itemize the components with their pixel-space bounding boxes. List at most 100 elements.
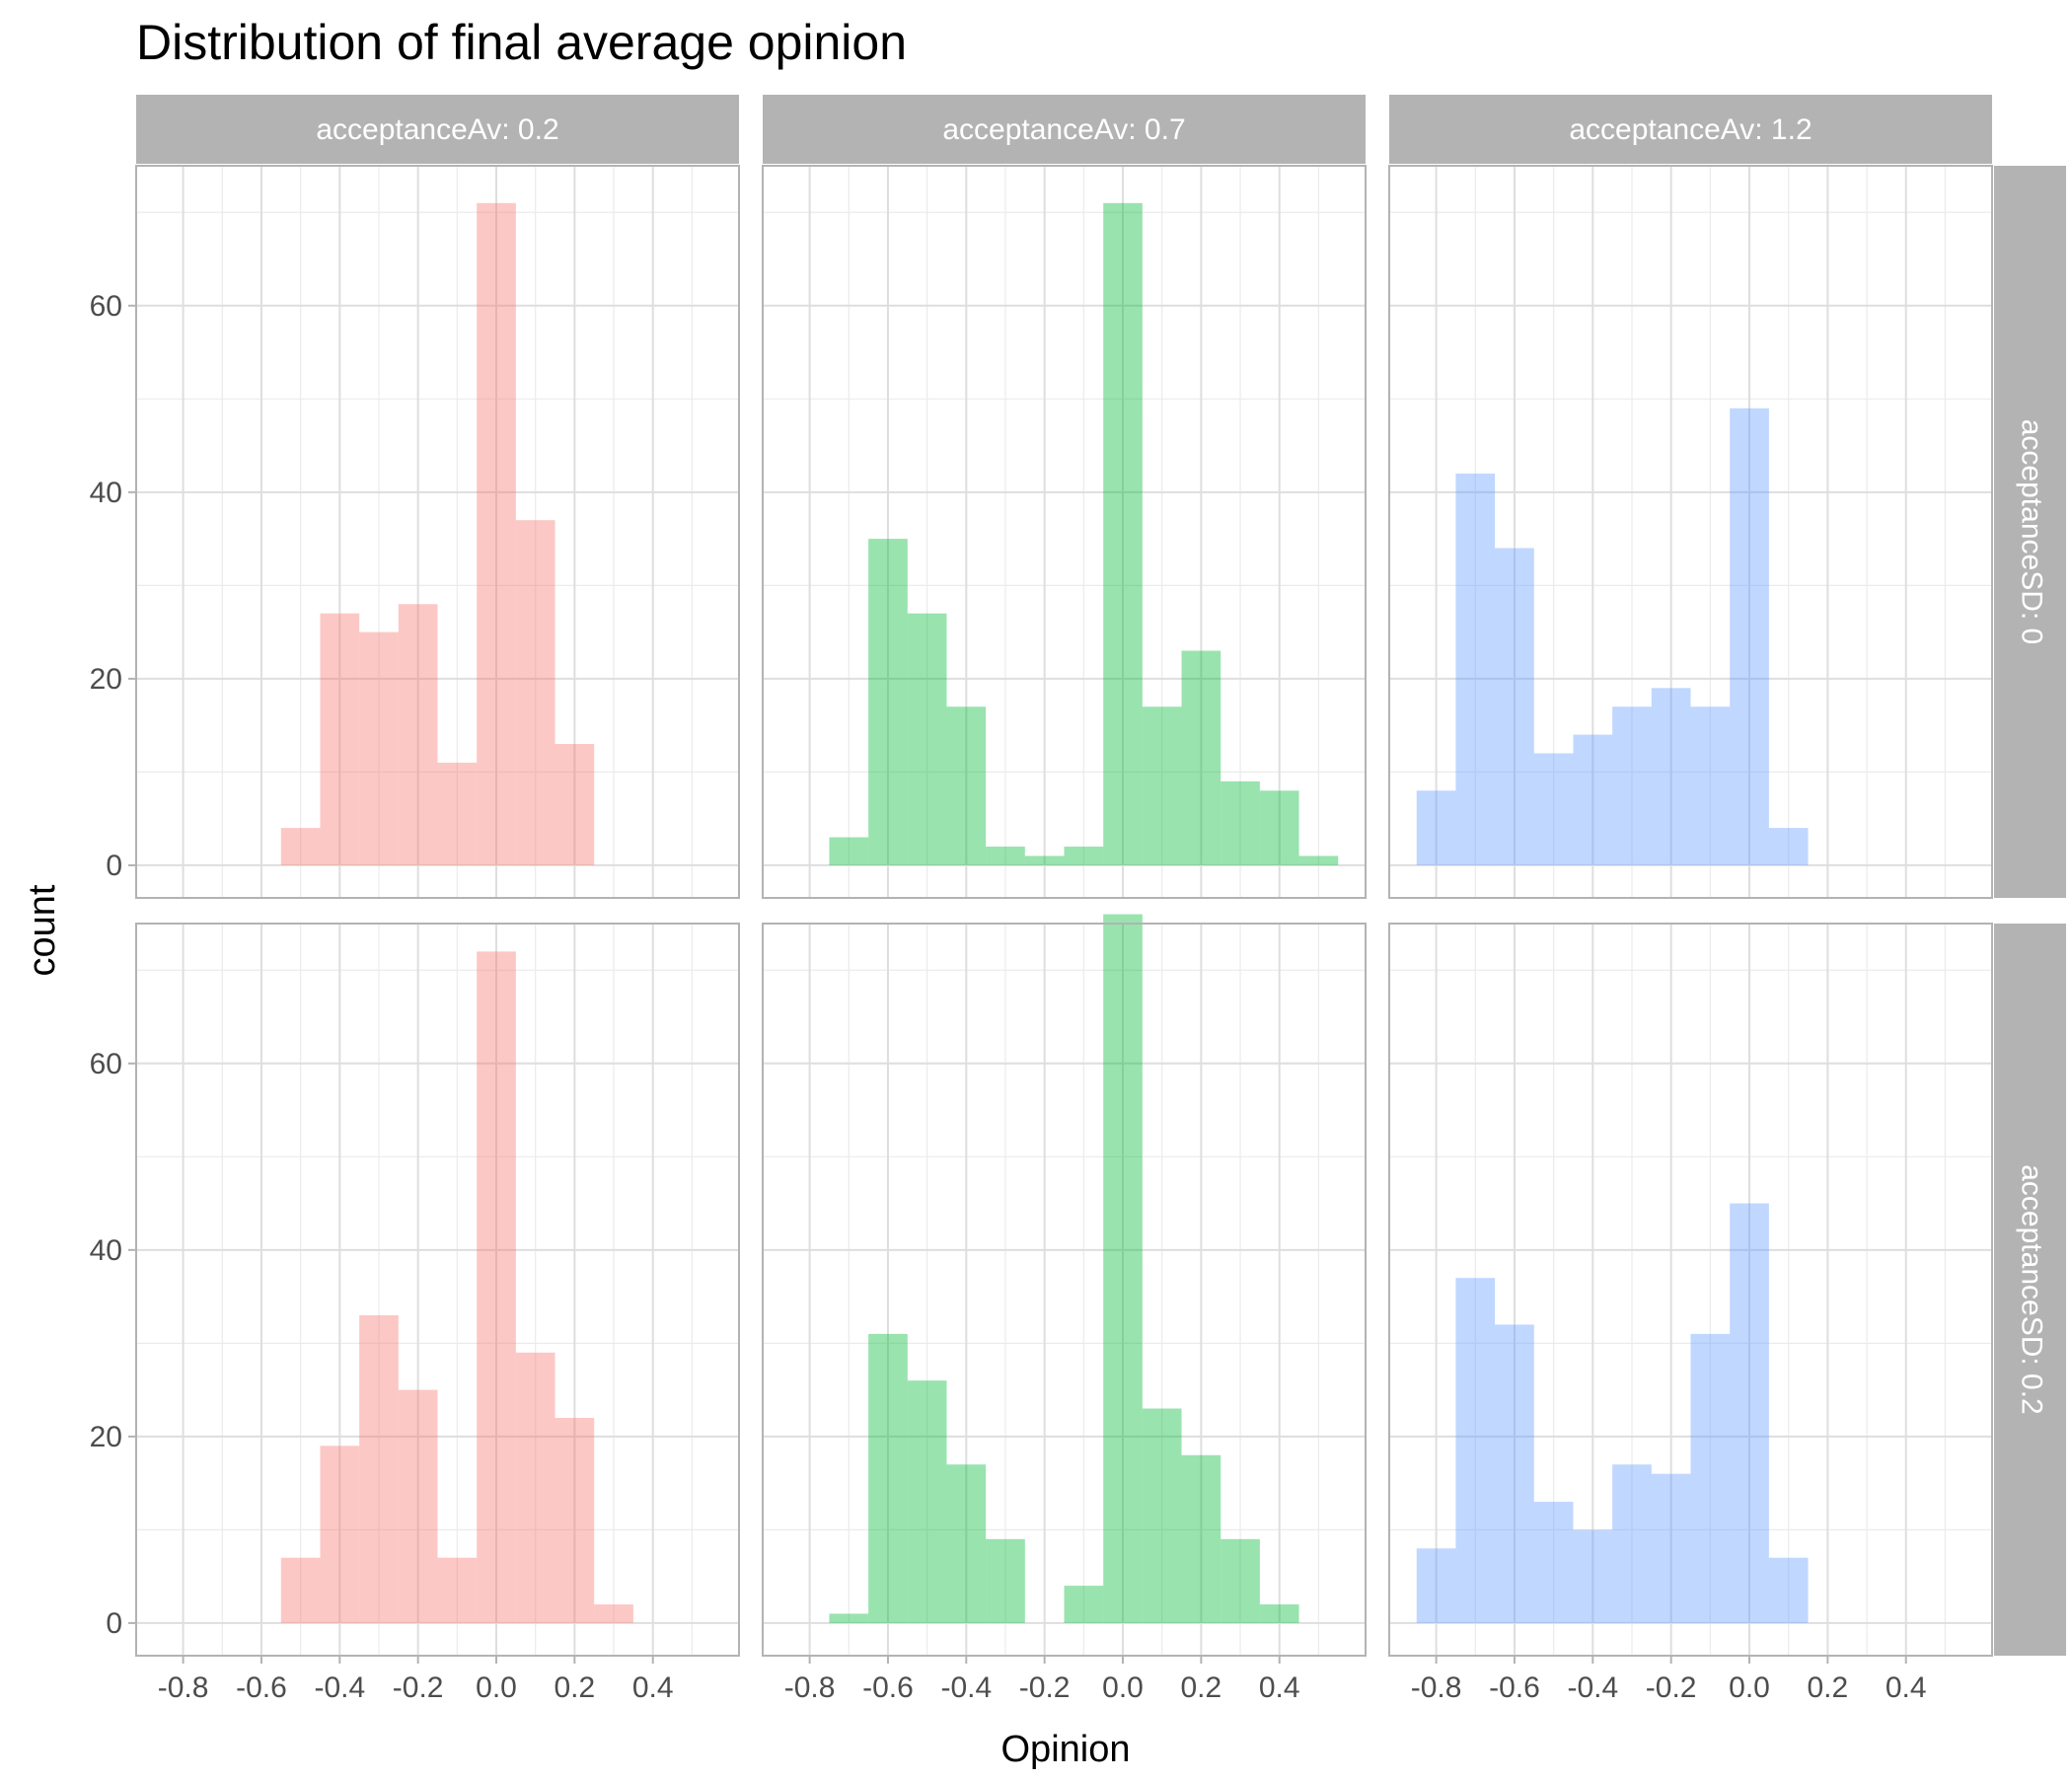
- y-tick-label: 0: [106, 850, 122, 882]
- x-tick-label: -0.4: [1567, 1671, 1618, 1704]
- histogram-bar: [1259, 1604, 1299, 1623]
- column-strip-label: acceptanceAv: 0.2: [316, 113, 558, 146]
- histogram-bar: [1690, 706, 1731, 865]
- histogram-bar: [829, 837, 869, 865]
- histogram-bar: [868, 1333, 908, 1623]
- histogram-bar: [1064, 847, 1104, 865]
- histogram-bar: [594, 1604, 633, 1623]
- row-strip: acceptanceSD: 0.2: [1994, 924, 2066, 1656]
- histogram-bar: [1221, 780, 1260, 865]
- x-tick-label: 0.4: [1886, 1671, 1927, 1704]
- y-tick-label: 60: [90, 1048, 122, 1080]
- histogram-bar: [1259, 790, 1299, 865]
- histogram-bar: [477, 202, 516, 865]
- histogram-bar: [359, 1314, 399, 1623]
- column-strip-background: [1389, 95, 1992, 164]
- x-tick-label: 0.0: [1729, 1671, 1770, 1704]
- histogram-bar: [280, 1557, 321, 1623]
- y-tick-label: 20: [90, 663, 122, 696]
- column-strip: acceptanceAv: 0.2: [136, 95, 739, 164]
- y-axis-title: count: [22, 884, 63, 976]
- panel-grid: [1389, 924, 1992, 1656]
- histogram-bar: [1416, 790, 1456, 865]
- histogram-bar: [1768, 828, 1809, 865]
- panel-border: [762, 923, 1367, 1657]
- histogram-bar: [359, 631, 399, 865]
- x-tick-label: 0.4: [632, 1671, 674, 1704]
- histogram-bar: [398, 1389, 438, 1623]
- histogram-bar: [1103, 202, 1143, 865]
- histogram-bars: [280, 202, 595, 865]
- histogram-bar: [946, 706, 987, 865]
- histogram-bar: [986, 847, 1025, 865]
- histogram-bar: [515, 520, 555, 865]
- histogram-bar: [1730, 408, 1769, 865]
- panel-grid: [136, 924, 739, 1656]
- histogram-bar: [555, 744, 595, 865]
- histogram-bar: [1573, 1529, 1613, 1623]
- histogram-bar: [1181, 1454, 1221, 1623]
- histogram-bar: [1455, 1278, 1496, 1623]
- histogram-bar: [1181, 650, 1221, 865]
- histogram-bar: [1103, 914, 1143, 1623]
- y-tick-label: 40: [90, 1234, 122, 1267]
- histogram-bar: [437, 1557, 478, 1623]
- histogram-bar: [280, 828, 321, 865]
- panel-grid: [763, 166, 1366, 898]
- chart-title: Distribution of final average opinion: [136, 15, 907, 70]
- histogram-bar: [1690, 1333, 1731, 1623]
- histogram-bars: [829, 914, 1299, 1623]
- row-strip: acceptanceSD: 0: [1994, 166, 2066, 898]
- x-tick-label: -0.2: [393, 1671, 444, 1704]
- histogram-bar: [1612, 1464, 1652, 1623]
- histogram-bars: [829, 202, 1339, 865]
- histogram-bar: [477, 951, 516, 1623]
- x-tick-label: -0.2: [1646, 1671, 1697, 1704]
- histogram-bar: [555, 1417, 595, 1623]
- x-tick-label: -0.2: [1019, 1671, 1071, 1704]
- histogram-bar: [1612, 706, 1652, 865]
- panel-border: [1388, 165, 1993, 899]
- histogram-bar: [986, 1538, 1025, 1623]
- histogram-bar: [1495, 1324, 1534, 1623]
- histogram-bar: [398, 604, 438, 865]
- histogram-bar: [1651, 1473, 1691, 1623]
- x-tick-label: 0.2: [555, 1671, 596, 1704]
- column-strip-background: [763, 95, 1366, 164]
- x-tick-label: -0.8: [1411, 1671, 1462, 1704]
- y-tick-label: 20: [90, 1421, 122, 1453]
- histogram-bar: [1221, 1538, 1260, 1623]
- row-strip-label: acceptanceSD: 0.2: [2016, 1164, 2048, 1415]
- histogram-bar: [320, 613, 360, 865]
- histogram-bar: [1064, 1586, 1104, 1623]
- facet-panels: acceptanceAv: 0.2 acceptanceAv: 0.7 accept…: [90, 95, 2066, 1704]
- row-strip-background: [1994, 924, 2066, 1656]
- x-tick-label: -0.4: [940, 1671, 992, 1704]
- column-strip-label: acceptanceAv: 1.2: [1569, 113, 1812, 146]
- histogram-bar: [1730, 1203, 1769, 1623]
- histogram-bar: [829, 1613, 869, 1623]
- histogram-bar: [437, 762, 478, 865]
- histogram-bar: [515, 1352, 555, 1623]
- panel-border: [1388, 923, 1993, 1657]
- x-tick-label: -0.6: [1489, 1671, 1540, 1704]
- panel-grid: [1389, 166, 1992, 898]
- histogram-bars: [1416, 1203, 1809, 1623]
- histogram-bar: [320, 1446, 360, 1623]
- histogram-bar: [1455, 473, 1496, 865]
- histogram-bar: [1533, 1502, 1574, 1623]
- facet-panel: -0.8 -0.6 -0.4 -0.2 0.0 0.2 0.4: [1388, 923, 1993, 1704]
- panel-border: [762, 165, 1367, 899]
- x-tick-label: -0.6: [236, 1671, 287, 1704]
- row-strip-label: acceptanceSD: 0: [2016, 419, 2048, 644]
- panel-border: [135, 923, 740, 1657]
- column-strip-label: acceptanceAv: 0.7: [942, 113, 1185, 146]
- histogram-bar: [1416, 1548, 1456, 1623]
- histogram-bar: [1651, 688, 1691, 865]
- histogram-bar: [1142, 1408, 1182, 1623]
- histogram-bars: [1416, 408, 1809, 865]
- x-axis-title: Opinion: [1001, 1729, 1131, 1770]
- histogram-bar: [1768, 1557, 1809, 1623]
